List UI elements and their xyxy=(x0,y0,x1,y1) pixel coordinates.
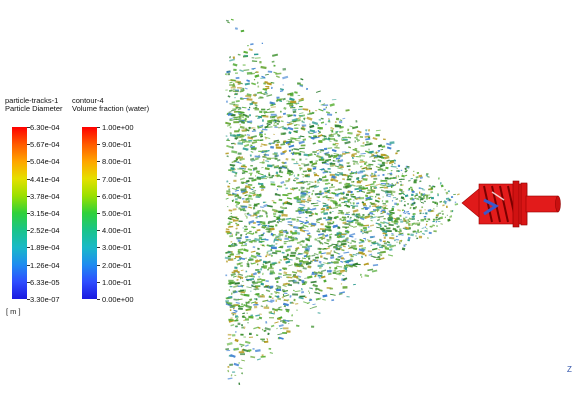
colorbar-volume-fraction xyxy=(82,127,97,299)
inlet-pipe xyxy=(525,195,559,213)
tick-mark xyxy=(27,161,30,163)
unit-label: [ m ] xyxy=(6,307,21,316)
tick-label: 1.00e+00 xyxy=(102,123,134,132)
tick-label: 4.00e-01 xyxy=(102,226,132,236)
tick-label: 3.00e-01 xyxy=(102,243,132,253)
legend-subtitle: Particle Diameter xyxy=(5,104,63,113)
tick-mark xyxy=(97,230,100,232)
tick-mark xyxy=(97,299,100,300)
tick-label: 1.00e-01 xyxy=(102,277,132,287)
tick-label: 3.15e-04 xyxy=(30,209,60,218)
tick-mark xyxy=(27,264,30,266)
nozzle-tip xyxy=(461,187,481,219)
tick-mark xyxy=(97,161,100,163)
tick-label: 1.26e-04 xyxy=(30,260,60,270)
tick-mark xyxy=(97,264,100,266)
nozzle xyxy=(461,180,561,228)
swirl-insert xyxy=(483,198,499,216)
tick-mark xyxy=(97,127,100,128)
tick-label: 7.00e-01 xyxy=(102,174,132,184)
tick-mark xyxy=(97,247,100,249)
tick-mark xyxy=(97,178,100,180)
tick-mark xyxy=(27,247,30,249)
legend-title: contour-4 xyxy=(72,96,104,105)
tick-mark xyxy=(27,127,30,128)
tick-label: 6.00e-01 xyxy=(102,191,132,201)
legend-subtitle: Volume fraction (water) xyxy=(72,104,150,113)
tick-label: 4.41e-04 xyxy=(30,174,60,184)
tick-mark xyxy=(27,178,30,180)
tick-mark xyxy=(97,195,100,197)
tick-mark xyxy=(97,281,100,283)
tick-mark xyxy=(97,213,100,214)
tick-label: 1.89e-04 xyxy=(30,243,60,253)
tick-mark xyxy=(27,230,30,232)
tick-mark xyxy=(27,213,30,214)
tick-label: 3.30e-07 xyxy=(30,295,60,304)
tick-label: 5.04e-04 xyxy=(30,157,60,167)
tick-mark xyxy=(27,195,30,197)
tick-mark xyxy=(27,144,30,146)
tick-label: 6.30e-04 xyxy=(30,123,60,132)
tick-label: 2.52e-04 xyxy=(30,226,60,236)
tick-label: 2.00e-01 xyxy=(102,260,132,270)
tick-label: 5.00e-01 xyxy=(102,209,132,218)
tick-label: 9.00e-01 xyxy=(102,140,132,150)
particle-spray xyxy=(224,18,460,385)
axis-label: Z xyxy=(567,365,572,374)
tick-label: 0.00e+00 xyxy=(102,295,134,304)
colorbar-particle-diameter xyxy=(12,127,27,299)
tick-label: 5.67e-04 xyxy=(30,140,60,150)
tick-mark xyxy=(27,281,30,283)
tick-mark xyxy=(27,299,30,300)
tick-mark xyxy=(97,144,100,146)
tick-label: 8.00e-01 xyxy=(102,157,132,167)
tick-label: 6.33e-05 xyxy=(30,277,60,287)
legend-title: particle-tracks-1 xyxy=(5,96,59,105)
tick-label: 3.78e-04 xyxy=(30,191,60,201)
